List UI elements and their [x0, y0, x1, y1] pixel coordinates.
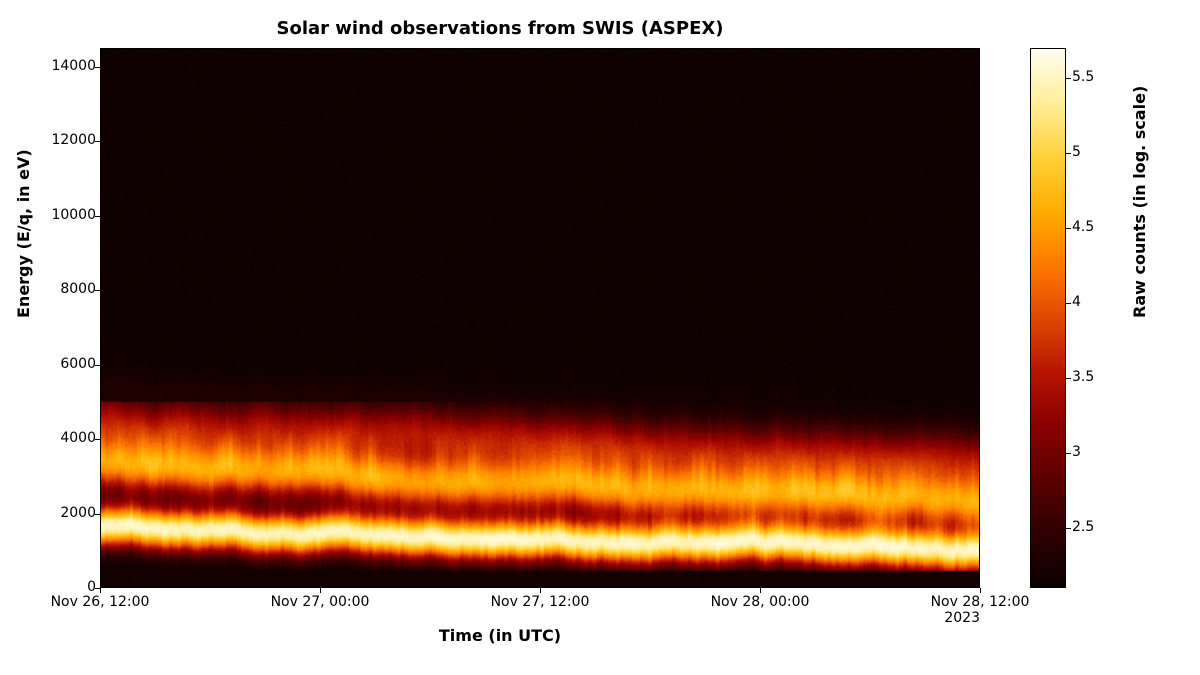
colorbar-tick-label: 2.5 — [1072, 519, 1122, 535]
x-tick-mark — [100, 588, 101, 593]
x-tick-mark — [760, 588, 761, 593]
y-tick-label: 4000 — [16, 430, 96, 446]
colorbar-tick-label: 3.5 — [1072, 369, 1122, 385]
colorbar-tick-label: 3 — [1072, 444, 1122, 460]
chart-container: Solar wind observations from SWIS (ASPEX… — [0, 0, 1200, 675]
chart-title: Solar wind observations from SWIS (ASPEX… — [0, 18, 1000, 39]
colorbar-tick-mark — [1066, 303, 1071, 304]
y-tick-label: 10000 — [16, 207, 96, 223]
colorbar-tick-mark — [1066, 453, 1071, 454]
y-tick-label: 12000 — [16, 132, 96, 148]
x-tick-mark — [540, 588, 541, 593]
x-tick-label: Nov 26, 12:00 — [40, 594, 160, 610]
y-tick-label: 0 — [16, 579, 96, 595]
x-tick-label: Nov 27, 00:00 — [260, 594, 380, 610]
x-tick-label: Nov 28, 00:00 — [700, 594, 820, 610]
colorbar-label: Raw counts (in log. scale) — [1130, 86, 1149, 318]
colorbar-tick-mark — [1066, 78, 1071, 79]
colorbar-tick-label: 5.5 — [1072, 69, 1122, 85]
colorbar — [1030, 48, 1066, 588]
colorbar-tick-label: 4 — [1072, 294, 1122, 310]
heatmap-plot-area — [100, 48, 980, 588]
year-label: 2023 — [944, 610, 980, 626]
x-tick-label: Nov 27, 12:00 — [480, 594, 600, 610]
y-tick-label: 14000 — [16, 58, 96, 74]
y-tick-label: 2000 — [16, 505, 96, 521]
y-tick-label: 8000 — [16, 281, 96, 297]
colorbar-tick-mark — [1066, 378, 1071, 379]
colorbar-tick-mark — [1066, 228, 1071, 229]
colorbar-tick-mark — [1066, 528, 1071, 529]
colorbar-tick-label: 4.5 — [1072, 219, 1122, 235]
x-tick-mark — [980, 588, 981, 593]
colorbar-tick-label: 5 — [1072, 144, 1122, 160]
spectrogram-heatmap — [101, 49, 979, 587]
x-tick-mark — [320, 588, 321, 593]
x-axis-label: Time (in UTC) — [0, 626, 1000, 645]
x-tick-label: Nov 28, 12:00 — [920, 594, 1040, 610]
y-tick-label: 6000 — [16, 356, 96, 372]
colorbar-tick-mark — [1066, 153, 1071, 154]
